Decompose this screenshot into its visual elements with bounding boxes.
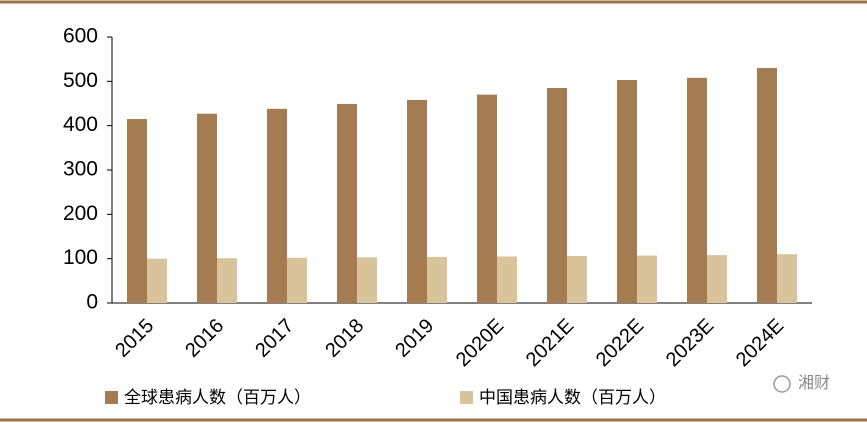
watermark: 湘财 xyxy=(798,374,830,392)
y-tick-label: 600 xyxy=(63,25,98,48)
bar xyxy=(617,80,637,304)
x-tick-label: 2016 xyxy=(181,315,228,362)
bar xyxy=(337,103,357,304)
y-tick-label: 100 xyxy=(63,246,98,269)
x-tick-label: 2021E xyxy=(522,315,578,371)
bar xyxy=(127,119,147,304)
bar xyxy=(427,256,447,303)
x-tick-label: 2024E xyxy=(732,315,788,371)
legend-label: 全球患病人数（百万人） xyxy=(124,388,311,408)
watermark-icon xyxy=(773,375,791,393)
bar xyxy=(147,258,167,303)
legend-swatch xyxy=(105,391,118,404)
bar xyxy=(777,254,797,303)
x-tick-label: 2022E xyxy=(592,315,648,371)
bar xyxy=(357,257,377,303)
y-tick-label: 200 xyxy=(63,202,98,225)
bar xyxy=(757,68,777,304)
bar xyxy=(267,108,287,303)
y-tick-label: 300 xyxy=(63,158,98,181)
legend-label: 中国患病人数（百万人） xyxy=(479,388,666,408)
y-tick-label: 0 xyxy=(86,291,98,314)
x-tick-label: 2015 xyxy=(111,315,158,362)
bar xyxy=(687,77,707,303)
bar xyxy=(407,99,427,303)
y-tick-label: 400 xyxy=(63,113,98,136)
legend-swatch xyxy=(460,391,473,404)
bar xyxy=(197,113,217,304)
x-tick-label: 2023E xyxy=(662,315,718,371)
bar xyxy=(217,258,237,303)
bar xyxy=(637,255,657,303)
bar xyxy=(567,256,587,303)
bar xyxy=(707,255,727,303)
x-tick-label: 2020E xyxy=(452,315,508,371)
x-tick-label: 2018 xyxy=(321,315,368,362)
y-tick-label: 500 xyxy=(63,69,98,92)
x-tick-label: 2017 xyxy=(251,315,298,362)
x-tick-label: 2019 xyxy=(391,315,438,362)
bar xyxy=(287,257,307,303)
bar xyxy=(547,87,567,303)
bar xyxy=(497,256,517,303)
bar xyxy=(477,94,497,303)
